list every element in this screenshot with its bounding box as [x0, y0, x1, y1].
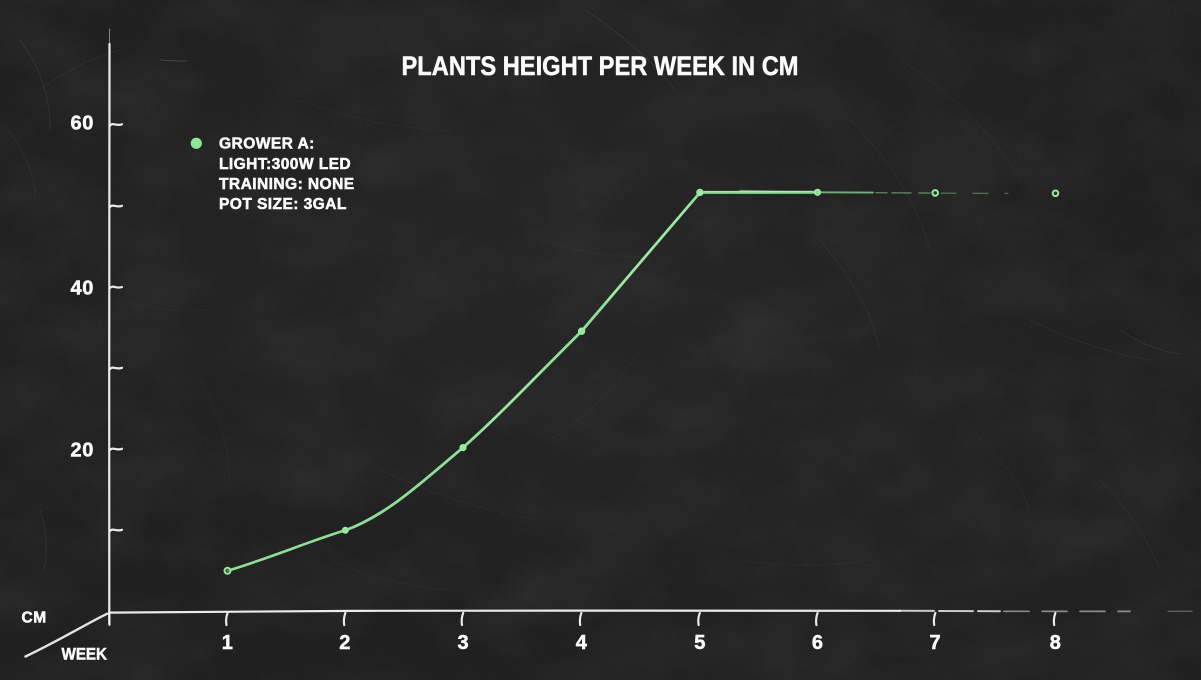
svg-text:6: 6 [812, 632, 823, 654]
svg-text:POT SIZE: 3GAL: POT SIZE: 3GAL [219, 196, 347, 213]
svg-text:20: 20 [71, 439, 94, 461]
svg-text:CM: CM [22, 610, 47, 627]
svg-text:2: 2 [339, 632, 350, 654]
svg-text:PLANTS HEIGHT PER WEEK IN CM: PLANTS HEIGHT PER WEEK IN CM [402, 51, 799, 81]
svg-text:7: 7 [929, 632, 940, 654]
svg-text:3: 3 [457, 632, 468, 654]
svg-text:WEEK: WEEK [62, 646, 108, 664]
svg-text:4: 4 [576, 632, 588, 654]
svg-text:GROWER A:: GROWER A: [219, 136, 315, 153]
svg-text:TRAINING: NONE: TRAINING: NONE [219, 176, 355, 193]
svg-text:1: 1 [222, 632, 233, 654]
svg-text:5: 5 [694, 632, 705, 654]
svg-text:8: 8 [1050, 632, 1061, 654]
svg-text:LIGHT:300W LED: LIGHT:300W LED [219, 156, 351, 173]
svg-text:60: 60 [71, 112, 94, 134]
svg-text:40: 40 [71, 277, 94, 299]
